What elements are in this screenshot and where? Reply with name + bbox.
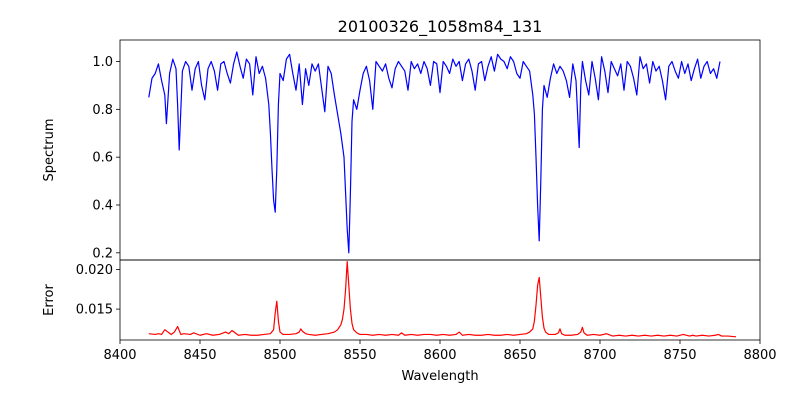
x-tick-label: 8450 bbox=[183, 348, 216, 363]
error-plot-frame bbox=[119, 259, 761, 341]
x-tick-label: 8550 bbox=[343, 348, 376, 363]
spectrum-plot-frame bbox=[119, 39, 761, 261]
spectrum-y-tick-label: 0.6 bbox=[92, 151, 113, 166]
chart-title: 20100326_1058m84_131 bbox=[338, 17, 543, 37]
spectrum-axis-label: Spectrum bbox=[42, 119, 57, 182]
spectrum-y-tick-label: 0.2 bbox=[92, 246, 113, 261]
spectrum-y-tick-label: 0.8 bbox=[92, 103, 113, 118]
x-axis-label: Wavelength bbox=[401, 369, 478, 384]
x-tick-label: 8400 bbox=[103, 348, 136, 363]
axes-layer: 0.2 0.4 0.6 0.8 1.0 0.015 0.020 8400 8450 8500 855… bbox=[76, 39, 777, 363]
spectrum-series-line bbox=[148, 51, 721, 254]
x-tick-label: 8800 bbox=[743, 348, 776, 363]
x-tick-label: 8600 bbox=[423, 348, 456, 363]
spectrum-y-tick-label: 1.0 bbox=[92, 55, 113, 70]
spectrum-y-tick-label: 0.4 bbox=[92, 199, 113, 214]
x-tick-label: 8750 bbox=[663, 348, 696, 363]
error-series-line bbox=[148, 260, 737, 338]
series-layer bbox=[148, 51, 737, 338]
error-axis-label: Error bbox=[42, 284, 57, 316]
x-tick-label: 8650 bbox=[503, 348, 536, 363]
x-tick-label: 8500 bbox=[263, 348, 296, 363]
error-y-tick-label: 0.020 bbox=[76, 263, 113, 278]
error-y-tick-label: 0.015 bbox=[76, 303, 113, 318]
x-tick-label: 8700 bbox=[583, 348, 616, 363]
